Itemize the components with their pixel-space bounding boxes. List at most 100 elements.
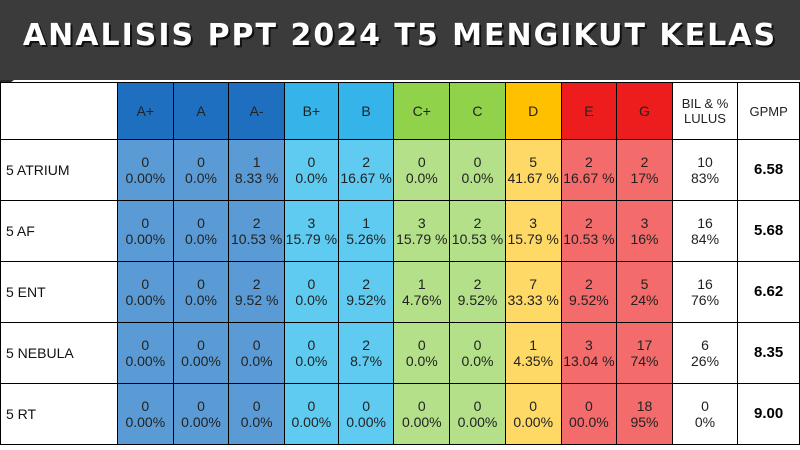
grade-percent: 0.00%: [181, 414, 221, 430]
grade-percent: 4.35%: [513, 353, 554, 369]
grade-percent: 0.0%: [295, 170, 328, 186]
grade-cell: 0 0.0%: [228, 322, 285, 384]
gpmp-value: 9.00: [737, 383, 800, 445]
grade-percent: 00.0%: [569, 414, 609, 430]
grade-count: 3: [307, 215, 316, 231]
grade-percent: 0.0%: [240, 353, 273, 369]
class-name: 5 ATRIUM: [0, 139, 118, 201]
grade-percent: 10.53 %: [563, 231, 615, 247]
grade-count: 1: [529, 337, 538, 353]
grade-header: C+: [393, 82, 451, 140]
grade-cell: 0 0.00%: [116, 322, 174, 384]
class-name: 5 NEBULA: [0, 322, 118, 384]
header-corner: [0, 82, 118, 140]
grade-header: E: [560, 82, 618, 140]
grade-percent: 9.52%: [346, 292, 386, 308]
grade-count: 0: [141, 215, 150, 231]
lulus-header: BIL & % LULUS: [671, 82, 739, 140]
grade-cell: 0 0.00%: [116, 139, 174, 201]
lulus-count: 10: [697, 154, 713, 170]
grade-count: 0: [197, 337, 205, 353]
grade-cell: 0 0.00%: [504, 383, 562, 445]
grade-percent: 0.00%: [125, 353, 166, 369]
grade-count: 2: [640, 154, 649, 170]
grade-cell: 0 0.00%: [116, 261, 174, 323]
grade-count: 0: [307, 154, 316, 170]
table-body: 5 ATRIUM 0 0.00% 0 0.0% 1 8.33 % 0 0.0% 2 16.67 % 0…: [0, 139, 800, 445]
grade-count: 7: [529, 276, 538, 292]
grade-percent: 95%: [630, 414, 659, 430]
grade-count: 18: [636, 398, 653, 414]
grade-cell: 2 9.52%: [560, 261, 618, 323]
grade-count: 0: [473, 398, 482, 414]
class-name: 5 AF: [0, 200, 118, 262]
grade-cell: 3 16%: [616, 200, 673, 262]
lulus-percent: 26%: [691, 353, 720, 369]
grade-percent: 0.00%: [346, 414, 386, 430]
grade-header: A-: [228, 82, 285, 140]
grade-count: 0: [307, 398, 316, 414]
grade-cell: 0 0.0%: [449, 139, 506, 201]
grade-cell: 3 13.04 %: [560, 322, 618, 384]
grade-count: 1: [252, 154, 261, 170]
grade-percent: 8.33 %: [234, 170, 279, 186]
grade-cell: 0 0.00%: [116, 383, 174, 445]
grade-cell: 0 0.0%: [393, 322, 451, 384]
grade-count: 5: [529, 154, 538, 170]
grade-cell: 0 0.0%: [449, 322, 506, 384]
grade-cell: 1 4.76%: [393, 261, 451, 323]
grade-cell: 2 10.53 %: [560, 200, 618, 262]
grade-cell: 5 24%: [616, 261, 673, 323]
grade-count: 0: [417, 337, 426, 353]
title-banner: [0, 0, 800, 80]
grade-cell: 2 10.53 %: [228, 200, 285, 262]
grade-count: 0: [197, 215, 205, 231]
grade-percent: 0.00%: [401, 414, 442, 430]
grade-percent: 0.00%: [291, 414, 332, 430]
grade-percent: 0.0%: [185, 292, 217, 308]
grade-percent: 8.7%: [350, 353, 383, 369]
grade-percent: 0.0%: [295, 353, 328, 369]
grade-count: 0: [197, 398, 205, 414]
grade-cell: 0 00.0%: [560, 383, 618, 445]
grade-cell: 2 9.52%: [337, 261, 395, 323]
table-row: 5 ATRIUM 0 0.00% 0 0.0% 1 8.33 % 0 0.0% 2 16.67 % 0…: [0, 139, 800, 201]
grade-header: C: [449, 82, 506, 140]
lulus-count: 6: [701, 337, 709, 353]
grade-percent: 0.00%: [125, 414, 166, 430]
grade-cell: 0 0.0%: [283, 261, 339, 323]
grade-cell: 0 0.00%: [172, 383, 230, 445]
grade-count: 0: [252, 398, 261, 414]
grade-count: 2: [362, 337, 370, 353]
grade-count: 0: [417, 154, 426, 170]
grade-count: 17: [636, 337, 653, 353]
grade-cell: 18 95%: [616, 383, 673, 445]
grade-percent: 16.67 %: [563, 170, 615, 186]
grade-percent: 9.52%: [457, 292, 498, 308]
grade-cell: 0 0.0%: [228, 383, 285, 445]
grade-percent: 0.00%: [125, 292, 166, 308]
grade-cell: 0 0.0%: [283, 322, 339, 384]
results-table: A+ A A- B+ B C+ C D E G BIL & % LULUS GPMP 5 ATRIUM…: [0, 82, 800, 445]
grade-cell: 2 16.67 %: [560, 139, 618, 201]
grade-percent: 15.79 %: [396, 231, 448, 247]
grade-count: 3: [585, 337, 593, 353]
grade-percent: 0.00%: [457, 414, 498, 430]
gpmp-value: 6.58: [737, 139, 800, 201]
grade-count: 2: [585, 154, 593, 170]
grade-count: 2: [585, 215, 593, 231]
grade-count: 0: [529, 398, 538, 414]
grade-percent: 0.0%: [185, 170, 217, 186]
grade-count: 2: [252, 215, 261, 231]
grade-cell: 0 0.0%: [172, 261, 230, 323]
grade-cell: 2 9.52%: [449, 261, 506, 323]
grade-percent: 10.53 %: [230, 231, 283, 247]
grade-percent: 0.0%: [240, 414, 273, 430]
grade-count: 2: [585, 276, 593, 292]
lulus-cell: 16 76%: [671, 261, 739, 323]
grade-cell: 0 0.0%: [172, 200, 230, 262]
grade-percent: 0.0%: [405, 170, 438, 186]
grade-header: B: [337, 82, 395, 140]
table-row: 5 AF 0 0.00% 0 0.0% 2 10.53 % 3 15.79 % 1 5.26% 3 15…: [0, 200, 800, 262]
grade-cell: 0 0.00%: [337, 383, 395, 445]
